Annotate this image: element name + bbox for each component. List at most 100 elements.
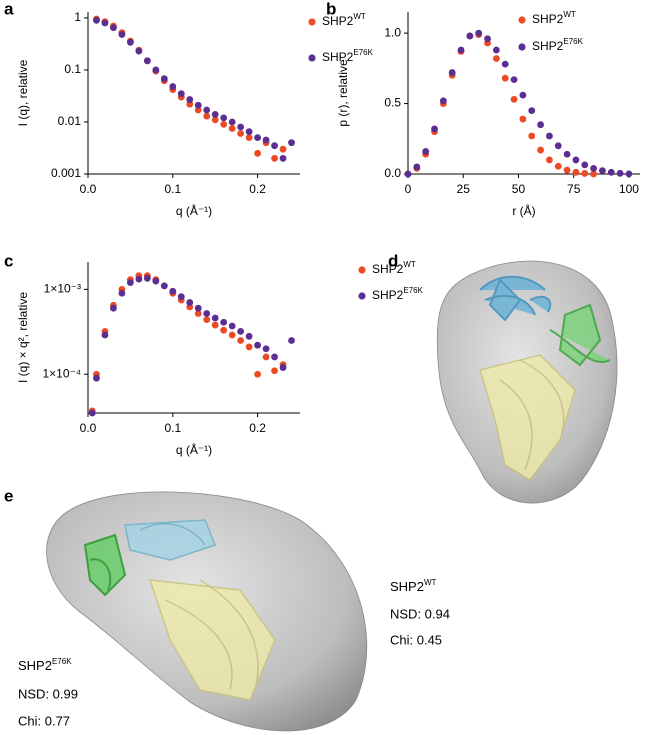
point	[607, 168, 615, 176]
point	[563, 166, 571, 174]
model-nsd: NSD: 0.94	[390, 606, 450, 621]
panel-letter: e	[4, 486, 13, 505]
point	[93, 374, 100, 382]
point	[519, 115, 527, 123]
legend-marker	[518, 43, 526, 51]
name: SHP2	[18, 658, 52, 673]
series	[404, 31, 597, 178]
name: SHP2	[322, 14, 354, 28]
point	[237, 130, 245, 137]
point	[413, 163, 421, 171]
point	[288, 337, 295, 344]
point	[537, 146, 544, 154]
y-tick-label: 1×10⁻⁴	[42, 366, 81, 380]
point	[160, 282, 168, 290]
model-name: SHP2WT	[390, 578, 437, 594]
point	[220, 318, 228, 326]
point	[457, 46, 465, 54]
point	[203, 112, 211, 120]
point	[203, 316, 211, 324]
model-d	[436, 260, 618, 504]
panel-letter: d	[388, 251, 398, 270]
point	[93, 16, 100, 24]
legend-marker	[358, 292, 366, 300]
point	[143, 274, 151, 282]
y-tick-label: 0.5	[384, 96, 401, 110]
point	[203, 310, 211, 317]
x-tick-label: 0.0	[80, 182, 97, 196]
legend-label: SHP2E76K	[532, 37, 584, 53]
y-axis-label: I (q) × q², relative	[16, 292, 30, 383]
ribbon-yellow	[479, 354, 576, 481]
point	[186, 96, 194, 103]
series	[88, 274, 295, 417]
point	[279, 145, 287, 153]
name-sup: WT	[403, 260, 416, 269]
point	[143, 57, 151, 65]
x-axis-label: q (Å⁻¹)	[176, 203, 212, 218]
series	[404, 29, 633, 178]
model-chi: Chi: 0.45	[390, 632, 442, 647]
point	[135, 275, 143, 283]
x-axis-label: r (Å)	[512, 203, 535, 218]
point	[404, 170, 412, 178]
point	[448, 69, 456, 76]
y-axis-label: p (r), relative	[336, 59, 350, 127]
point	[110, 24, 117, 32]
point	[177, 293, 185, 301]
y-tick-label: 1×10⁻³	[44, 282, 81, 296]
point	[271, 367, 278, 375]
point	[271, 142, 278, 150]
point	[211, 321, 219, 329]
point	[254, 134, 261, 142]
name: SHP2	[372, 288, 404, 302]
point	[135, 47, 143, 55]
x-tick-label: 50	[512, 182, 526, 196]
point	[177, 90, 185, 98]
point	[501, 74, 509, 82]
point	[510, 76, 518, 84]
y-tick-label: 0.001	[51, 166, 81, 180]
legend-label: SHP2WT	[532, 10, 576, 26]
point	[439, 97, 447, 105]
point	[554, 142, 562, 150]
point	[271, 154, 278, 162]
x-tick-label: 75	[567, 182, 581, 196]
point	[169, 83, 177, 90]
point	[492, 55, 500, 62]
point	[194, 106, 202, 114]
name: SHP2	[322, 50, 354, 64]
name-sup: E76K	[52, 657, 72, 666]
point	[228, 125, 236, 132]
point	[422, 148, 430, 155]
point	[599, 167, 606, 175]
point	[110, 304, 117, 312]
y-axis-label: I (q), relative	[16, 59, 30, 126]
y-tick-label: 0.0	[384, 166, 401, 180]
point	[581, 170, 589, 177]
ribbon-blue	[124, 519, 216, 561]
legend-label: SHP2WT	[372, 260, 416, 276]
point	[220, 114, 228, 122]
point	[211, 314, 219, 322]
point	[572, 156, 580, 164]
point	[245, 134, 253, 142]
point	[262, 353, 270, 361]
point	[519, 91, 527, 99]
point	[245, 332, 253, 340]
legend-label: SHP2E76K	[322, 48, 374, 64]
ribbon-yellow	[148, 579, 276, 701]
point	[537, 121, 544, 129]
point	[228, 322, 236, 330]
point	[563, 150, 571, 158]
x-tick-label: 25	[457, 182, 471, 196]
point	[203, 106, 211, 114]
legend-label: SHP2E76K	[372, 286, 424, 302]
name: SHP2	[532, 12, 564, 26]
x-axis-label: q (Å⁻¹)	[176, 442, 212, 457]
point	[245, 128, 253, 136]
point	[616, 169, 624, 177]
point	[194, 101, 202, 109]
legend-marker	[308, 54, 316, 62]
